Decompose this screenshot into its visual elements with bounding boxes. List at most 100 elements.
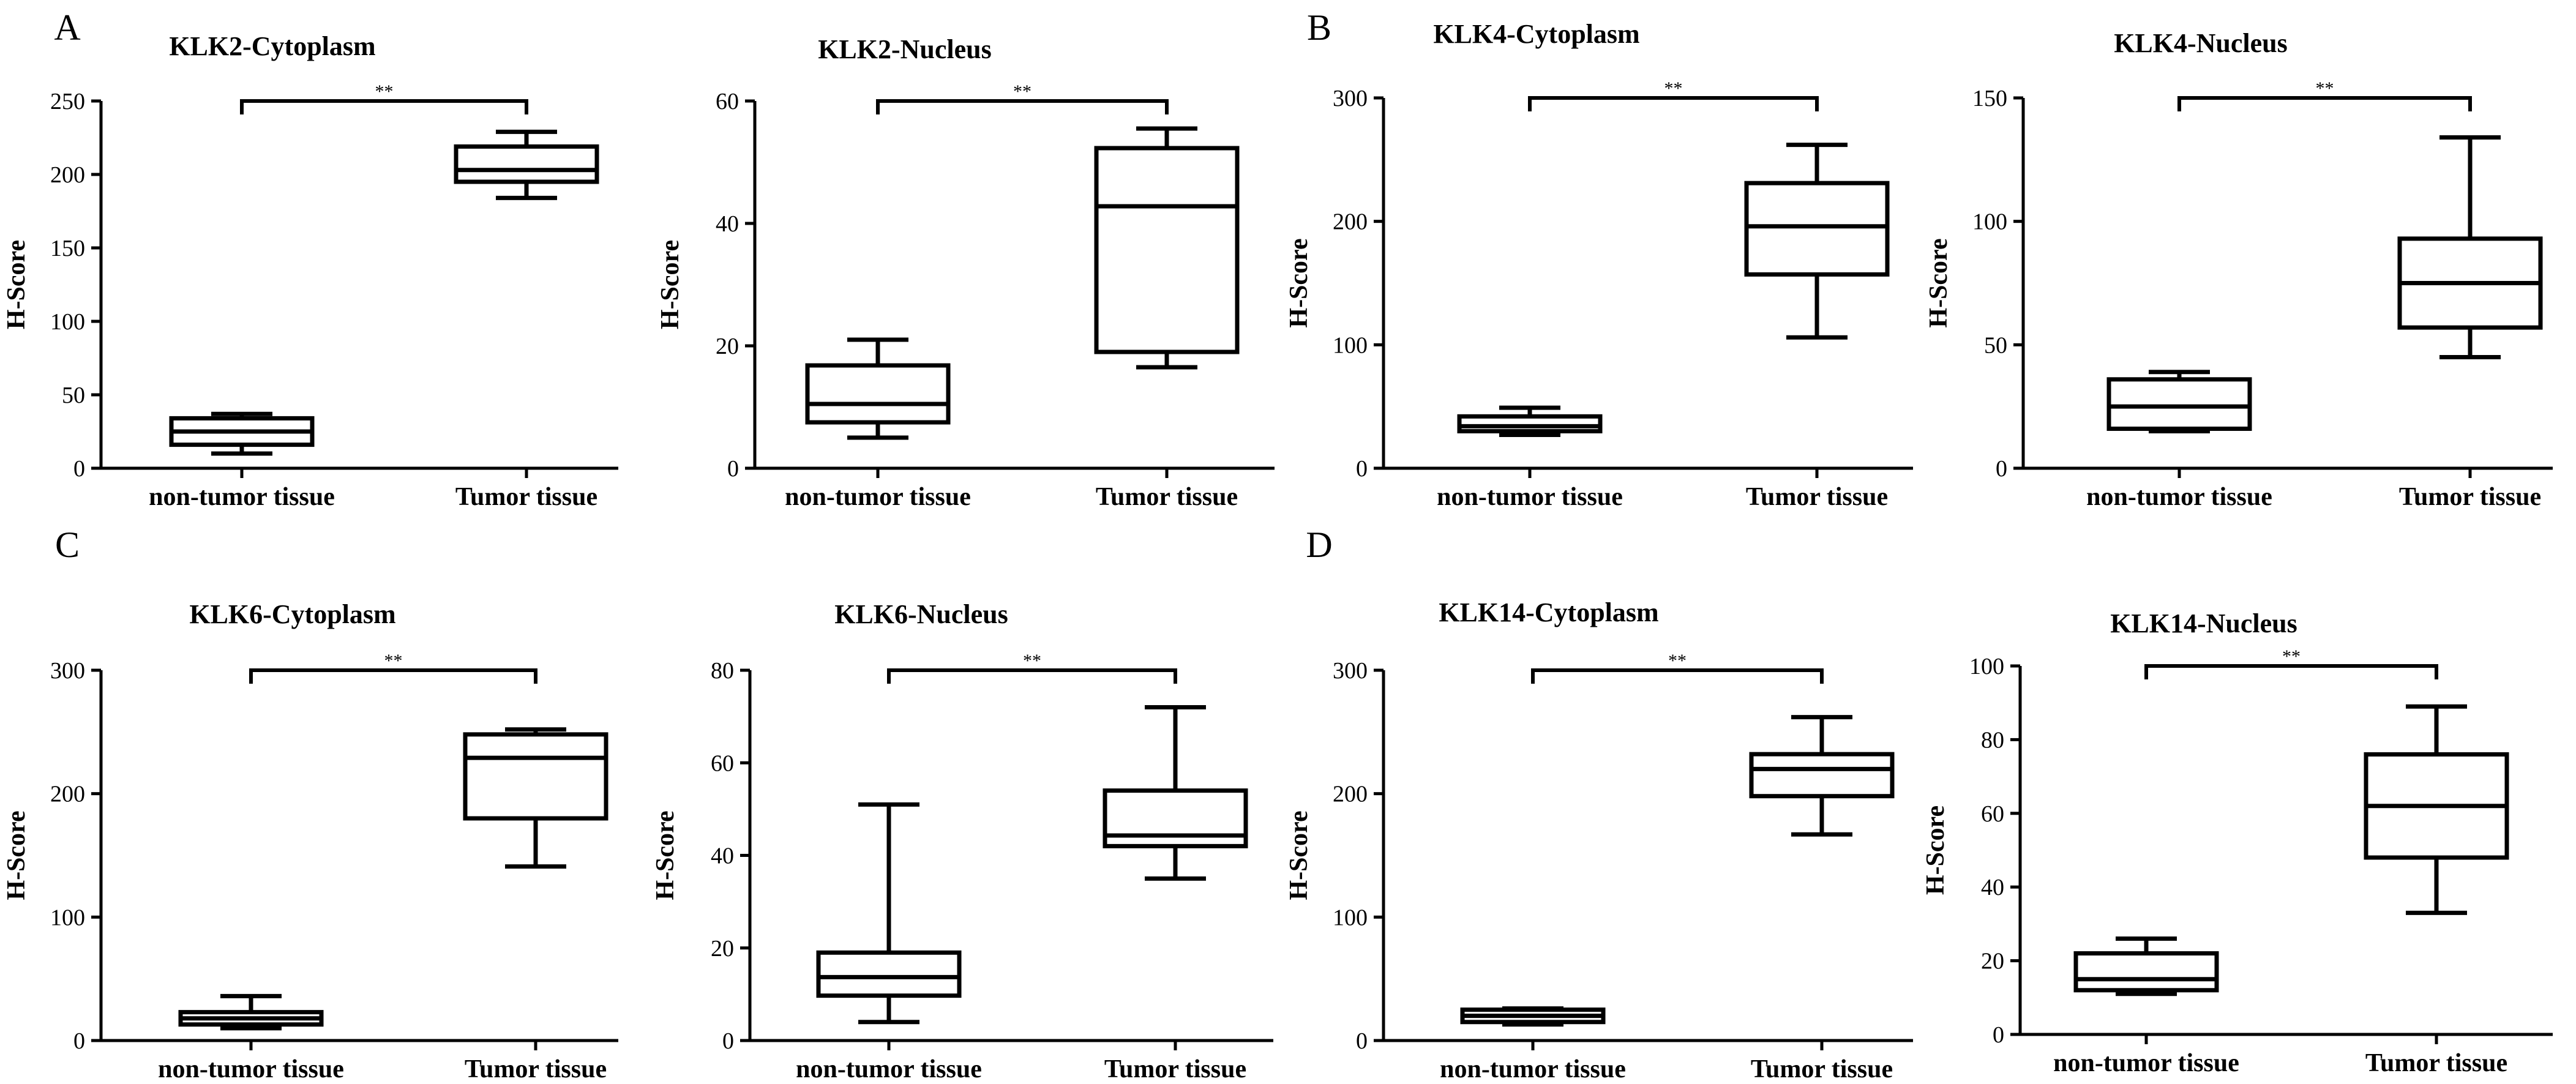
panel-letter-b: B (1307, 7, 1331, 48)
y-tick-label: 200 (50, 162, 85, 188)
y-tick-label: 200 (50, 782, 85, 807)
y-tick-label: 100 (1333, 905, 1368, 930)
y-axis-label: H-Score (2, 240, 31, 329)
y-tick-label: 40 (1981, 875, 2004, 900)
iqr-box (2106, 377, 2252, 431)
x-category-label: Tumor tissue (1746, 483, 1888, 511)
y-tick-label: 300 (50, 658, 85, 684)
x-category-label: non-tumor tissue (785, 483, 971, 511)
panel-letter-c: C (55, 525, 80, 565)
tumor-box (1094, 126, 1240, 370)
y-tick-label: 200 (1333, 209, 1368, 235)
tumor-box (1744, 143, 1890, 340)
x-category-label: non-tumor tissue (1437, 483, 1623, 511)
y-tick-label: 200 (1333, 782, 1368, 807)
y-tick-label: 300 (1333, 658, 1368, 684)
x-category-label: Tumor tissue (2399, 483, 2541, 511)
significance-label: ** (1023, 651, 1041, 671)
non-tumor-box (805, 337, 951, 440)
y-tick-label: 100 (50, 905, 85, 930)
significance-bracket (2144, 664, 2438, 679)
non-tumor-box (816, 802, 962, 1025)
y-axis-label: H-Score (1285, 810, 1313, 900)
significance-bracket (240, 99, 528, 114)
significance-label: ** (1664, 78, 1683, 99)
y-tick-label: 40 (711, 843, 734, 869)
y-tick-label: 150 (1972, 86, 2007, 111)
iqr-box (1457, 414, 1603, 433)
significance-bracket (887, 668, 1177, 684)
tumor-box (2364, 704, 2509, 915)
significance-bracket (876, 99, 1169, 114)
y-tick-label: 0 (73, 1028, 85, 1054)
y-tick-label: 150 (50, 236, 85, 261)
y-axis-label: H-Score (1925, 238, 1953, 327)
y-tick-label: 100 (1333, 332, 1368, 358)
tumor-box (1103, 705, 1248, 881)
box-plot-8: KLK14-Nucleus H-Score 0 20 40 60 80 100 non-tumo… (1922, 608, 2553, 1077)
y-tick-label: 50 (62, 383, 85, 408)
y-tick-label: 40 (716, 211, 739, 237)
y-tick-label: 0 (73, 456, 85, 482)
non-tumor-box (169, 411, 315, 456)
iqr-box (2073, 951, 2219, 993)
y-tick-label: 0 (722, 1028, 734, 1054)
y-axis-label: H-Score (656, 240, 684, 329)
y-tick-label: 0 (727, 456, 739, 482)
x-category-label: non-tumor tissue (1440, 1055, 1626, 1083)
significance-label: ** (1013, 81, 1032, 102)
non-tumor-box (2106, 370, 2252, 433)
y-tick-label: 0 (1996, 456, 2007, 482)
box-plot-7: KLK14-Cytoplasm H-Score 0 100 200 300 non-tumo… (1285, 597, 1913, 1083)
y-tick-label: 0 (1356, 1028, 1368, 1054)
chart-title: KLK14-Cytoplasm (1439, 597, 1658, 627)
y-tick-label: 60 (716, 89, 739, 114)
x-category-label: non-tumor tissue (158, 1055, 344, 1083)
significance-bracket (1531, 668, 1824, 684)
y-tick-label: 300 (1333, 86, 1368, 111)
chart-title: KLK14-Nucleus (2110, 608, 2297, 638)
tumor-box (454, 129, 599, 200)
iqr-box (1103, 788, 1248, 848)
x-category-label: non-tumor tissue (2086, 483, 2272, 511)
chart-title: KLK6-Nucleus (834, 599, 1008, 629)
y-tick-label: 100 (50, 309, 85, 335)
x-category-label: Tumor tissue (2365, 1049, 2507, 1077)
x-category-label: Tumor tissue (1104, 1055, 1246, 1083)
y-tick-label: 60 (711, 750, 734, 776)
significance-bracket (2177, 96, 2472, 111)
y-axis-label: H-Score (1922, 806, 1950, 895)
tumor-box (463, 727, 608, 869)
significance-label: ** (1668, 651, 1687, 671)
tumor-box (1749, 715, 1895, 837)
y-tick-label: 20 (1981, 949, 2004, 974)
iqr-box (454, 144, 599, 184)
iqr-box (1094, 146, 1240, 354)
y-tick-label: 100 (1969, 654, 2004, 679)
iqr-box (463, 732, 608, 821)
box-plot-5: KLK6-Cytoplasm H-Score 0 100 200 300 non-tumor… (2, 599, 618, 1083)
iqr-box (1749, 752, 1895, 799)
panel-letter-a: A (54, 7, 80, 48)
y-tick-label: 80 (1981, 727, 2004, 753)
x-category-label: non-tumor tissue (149, 483, 335, 511)
y-tick-label: 80 (711, 658, 734, 684)
significance-label: ** (384, 651, 403, 671)
iqr-box (805, 363, 951, 425)
y-tick-label: 60 (1981, 801, 2004, 827)
x-category-label: non-tumor tissue (796, 1055, 982, 1083)
non-tumor-box (2073, 936, 2219, 996)
y-tick-label: 0 (1356, 456, 1368, 482)
panel-letter-d: D (1306, 525, 1332, 565)
box-plot-3: KLK4-Cytoplasm H-Score 0 100 200 300 non-tumor… (1285, 19, 1913, 511)
tumor-box (2397, 135, 2543, 359)
x-category-label: non-tumor tissue (2053, 1049, 2239, 1077)
chart-title: KLK2-Cytoplasm (169, 31, 375, 61)
significance-label: ** (2282, 646, 2301, 667)
x-category-label: Tumor tissue (465, 1055, 607, 1083)
significance-bracket (249, 668, 537, 684)
chart-title: KLK6-Cytoplasm (189, 599, 395, 629)
y-axis-label: H-Score (1285, 238, 1313, 327)
y-tick-label: 250 (50, 89, 85, 114)
